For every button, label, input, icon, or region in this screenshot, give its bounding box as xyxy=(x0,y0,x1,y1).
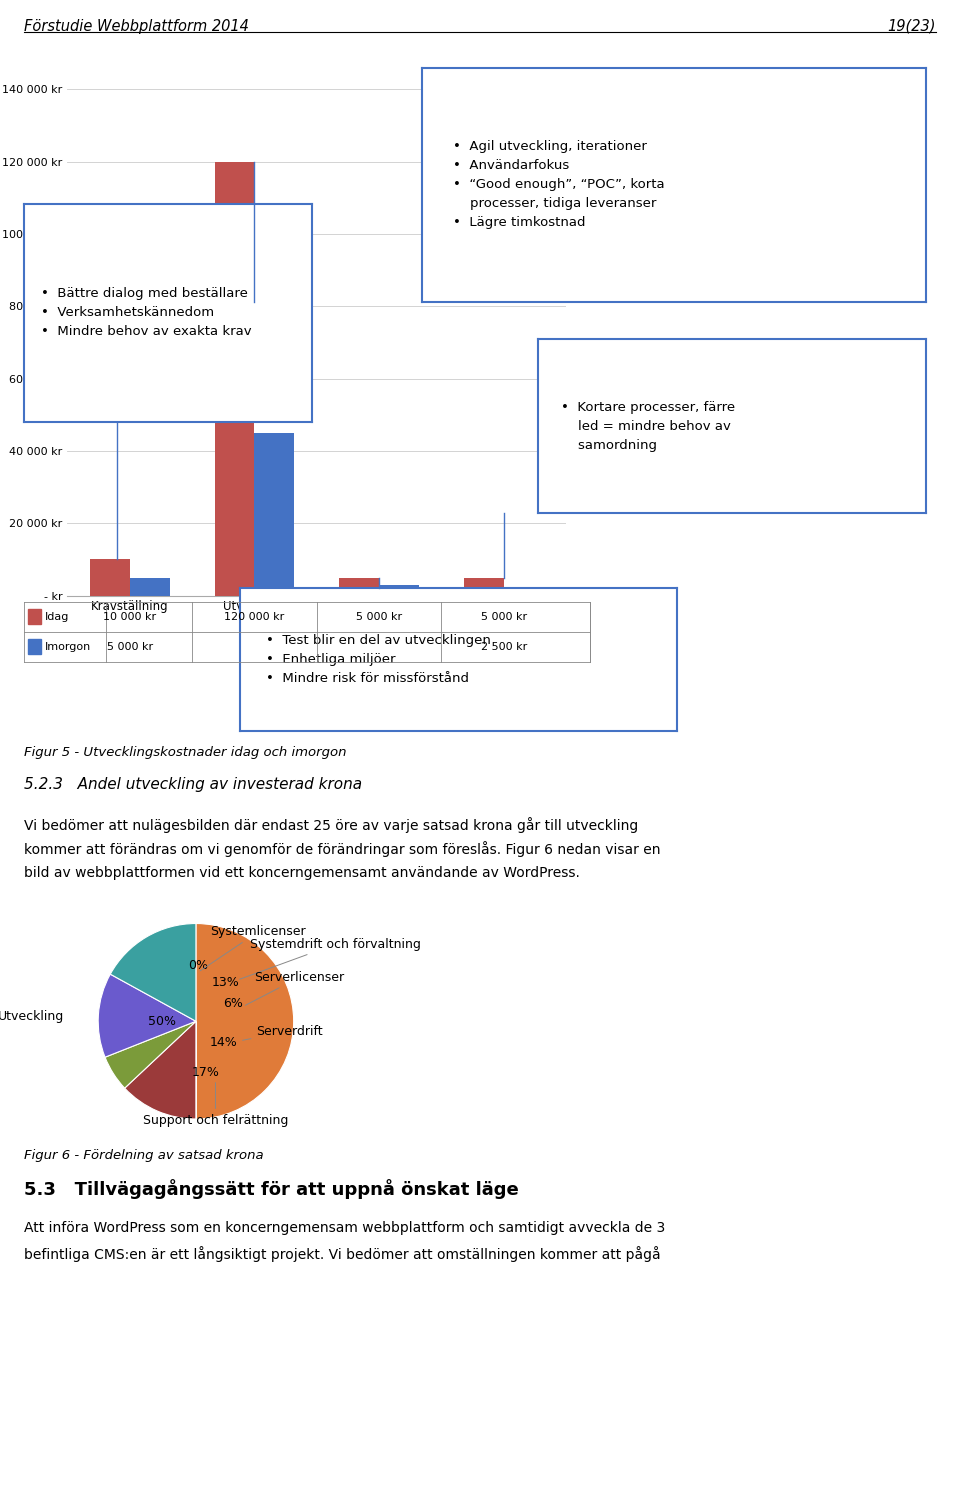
Bar xyxy=(90,559,130,596)
Text: Utveckling: Utveckling xyxy=(0,1010,64,1022)
Text: 10 000 kr: 10 000 kr xyxy=(104,612,156,621)
Wedge shape xyxy=(110,923,196,1021)
Bar xyxy=(464,578,504,596)
Text: 5.2.3   Andel utveckling av investerad krona: 5.2.3 Andel utveckling av investerad kro… xyxy=(24,777,362,792)
Text: Figur 5 - Utvecklingskostnader idag och imorgon: Figur 5 - Utvecklingskostnader idag och … xyxy=(24,746,347,760)
Text: Imorgon: Imorgon xyxy=(45,642,91,651)
Bar xyxy=(504,587,543,596)
Wedge shape xyxy=(105,1021,196,1089)
Text: 14%: 14% xyxy=(209,1036,237,1050)
Text: kommer att förändras om vi genomför de förändringar som föreslås. Figur 6 nedan : kommer att förändras om vi genomför de f… xyxy=(24,841,660,858)
Bar xyxy=(339,578,379,596)
Text: Att införa WordPress som en koncerngemensam webbplattform och samtidigt avveckla: Att införa WordPress som en koncerngemen… xyxy=(24,1221,665,1235)
Wedge shape xyxy=(196,923,294,1119)
Text: 6%: 6% xyxy=(223,997,243,1010)
Text: 5.3   Tillvägagångssätt för att uppnå önskat läge: 5.3 Tillvägagångssätt för att uppnå önsk… xyxy=(24,1179,518,1199)
Text: bild av webbplattformen vid ett koncerngemensamt användande av WordPress.: bild av webbplattformen vid ett koncerng… xyxy=(24,866,580,879)
Text: •  Kortare processer, färre
    led = mindre behov av
    samordning: • Kortare processer, färre led = mindre … xyxy=(561,401,735,451)
Text: •  Agil utveckling, iterationer
•  Användarfokus
•  “Good enough”, “POC”, korta
: • Agil utveckling, iterationer • Använda… xyxy=(453,140,664,229)
Bar xyxy=(215,161,254,596)
Text: 5 000 kr: 5 000 kr xyxy=(356,612,402,621)
Text: 5 000 kr: 5 000 kr xyxy=(481,612,527,621)
Text: Vi bedömer att nulägesbilden där endast 25 öre av varje satsad krona går till ut: Vi bedömer att nulägesbilden där endast … xyxy=(24,817,638,834)
Text: •  Test blir en del av utvecklingen
•  Enhetliga miljöer
•  Mindre risk för miss: • Test blir en del av utvecklingen • Enh… xyxy=(266,635,492,685)
Text: Support och felrättning: Support och felrättning xyxy=(143,1083,288,1126)
Text: Systemlicenser: Systemlicenser xyxy=(201,926,306,971)
Text: 2 500 kr: 2 500 kr xyxy=(481,642,527,651)
Text: 50%: 50% xyxy=(148,1015,176,1028)
Bar xyxy=(254,433,295,596)
Bar xyxy=(130,578,170,596)
Wedge shape xyxy=(125,1021,196,1119)
Text: 5 000 kr: 5 000 kr xyxy=(107,642,153,651)
Text: Idag: Idag xyxy=(45,612,69,621)
Text: Systemdrift och förvaltning: Systemdrift och förvaltning xyxy=(240,938,420,979)
Text: 120 000 kr: 120 000 kr xyxy=(225,612,284,621)
Bar xyxy=(379,585,419,596)
Text: befintliga CMS:en är ett långsiktigt projekt. Vi bedömer att omställningen komme: befintliga CMS:en är ett långsiktigt pro… xyxy=(24,1246,660,1262)
Text: 13%: 13% xyxy=(211,976,239,989)
Text: Förstudie Webbplattform 2014: Förstudie Webbplattform 2014 xyxy=(24,18,249,33)
Text: 0%: 0% xyxy=(188,959,208,973)
Text: Serverdrift: Serverdrift xyxy=(243,1024,324,1041)
Text: 19(23): 19(23) xyxy=(887,18,936,33)
Text: •  Bättre dialog med beställare
•  Verksamhetskännedom
•  Mindre behov av exakta: • Bättre dialog med beställare • Verksam… xyxy=(41,288,252,338)
Text: Serverlicenser: Serverlicenser xyxy=(246,971,345,1006)
Wedge shape xyxy=(98,974,196,1057)
Text: 17%: 17% xyxy=(192,1066,220,1078)
Text: Figur 6 - Fördelning av satsad krona: Figur 6 - Fördelning av satsad krona xyxy=(24,1149,264,1163)
